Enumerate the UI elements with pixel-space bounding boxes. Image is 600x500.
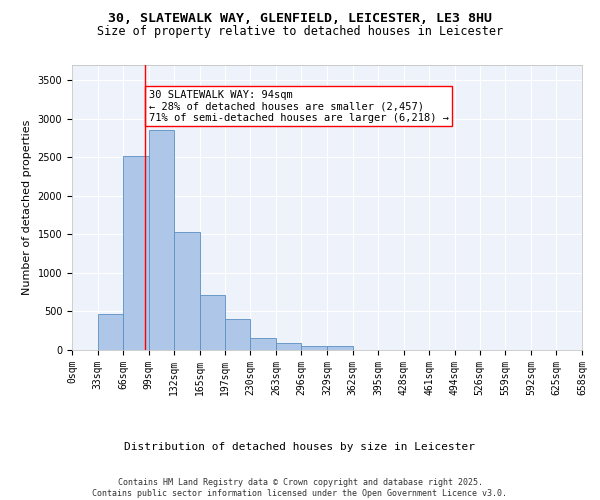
Bar <box>123 156 149 350</box>
Bar <box>224 319 250 350</box>
Bar <box>250 338 276 350</box>
Bar <box>301 346 327 350</box>
Text: 30, SLATEWALK WAY, GLENFIELD, LEICESTER, LE3 8HU: 30, SLATEWALK WAY, GLENFIELD, LEICESTER,… <box>108 12 492 26</box>
Bar <box>149 130 175 350</box>
Y-axis label: Number of detached properties: Number of detached properties <box>22 120 32 295</box>
Text: 30 SLATEWALK WAY: 94sqm
← 28% of detached houses are smaller (2,457)
71% of semi: 30 SLATEWALK WAY: 94sqm ← 28% of detache… <box>149 90 449 123</box>
Bar <box>200 294 224 350</box>
Bar <box>327 346 353 350</box>
Bar <box>98 314 123 350</box>
Text: Distribution of detached houses by size in Leicester: Distribution of detached houses by size … <box>125 442 476 452</box>
Bar <box>175 232 200 350</box>
Text: Contains HM Land Registry data © Crown copyright and database right 2025.
Contai: Contains HM Land Registry data © Crown c… <box>92 478 508 498</box>
Bar <box>276 343 301 350</box>
Text: Size of property relative to detached houses in Leicester: Size of property relative to detached ho… <box>97 25 503 38</box>
